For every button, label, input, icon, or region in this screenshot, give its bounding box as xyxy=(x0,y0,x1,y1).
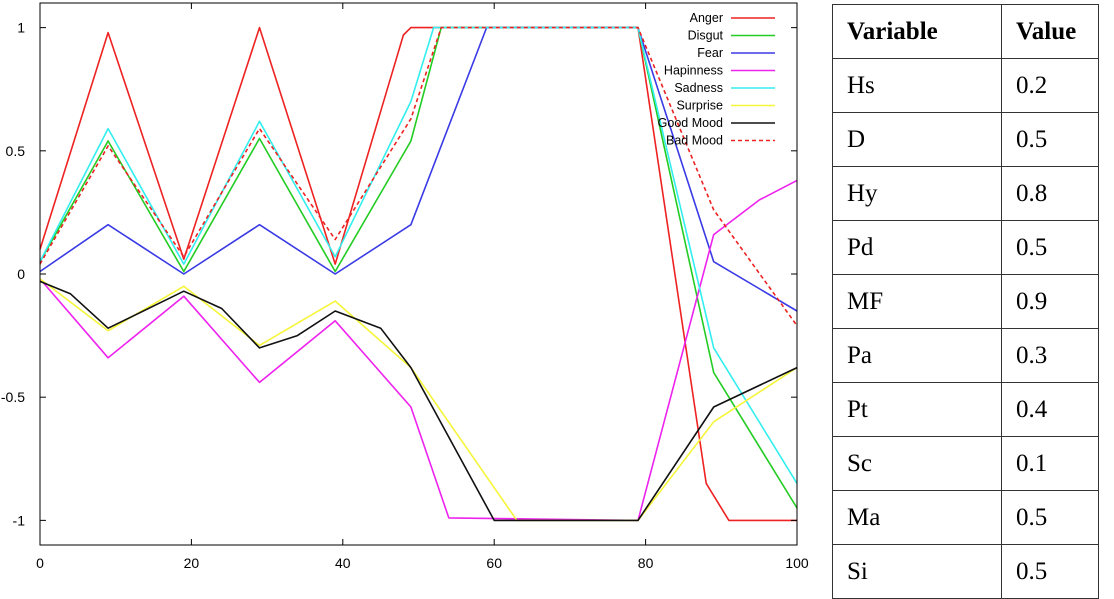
legend-label-sadness: Sadness xyxy=(674,81,723,95)
series-line-disgut xyxy=(39,26,798,509)
table-row: Hs 0.2 xyxy=(832,58,1099,113)
value-cell: 0.8 xyxy=(1001,166,1099,221)
y-tick-label: -0.5 xyxy=(1,389,25,405)
value-cell: 0.9 xyxy=(1001,274,1099,329)
variable-cell: Pt xyxy=(832,382,1002,437)
variable-cell: MF xyxy=(832,274,1002,329)
x-tick-label: 0 xyxy=(36,555,44,571)
table-row: Pt 0.4 xyxy=(832,382,1099,437)
variable-cell: Sc xyxy=(832,436,1002,491)
series-line-hapinness xyxy=(39,179,798,522)
table-header-row: Variable Value xyxy=(832,4,1099,59)
y-tick-label: -1 xyxy=(13,512,26,528)
value-cell: 0.4 xyxy=(1001,382,1099,437)
value-cell: 0.5 xyxy=(1001,112,1099,167)
y-tick-label: 1 xyxy=(17,20,25,36)
table-row: Si 0.5 xyxy=(832,544,1099,599)
series-line-surprise xyxy=(39,278,798,522)
x-tick-label: 60 xyxy=(486,555,502,571)
value-cell: 0.1 xyxy=(1001,436,1099,491)
legend-label-surprise: Surprise xyxy=(676,99,723,113)
legend-label-anger: Anger xyxy=(690,11,723,25)
legend-label-bad-mood: Bad Mood xyxy=(666,134,723,148)
table-row: Hy 0.8 xyxy=(832,166,1099,221)
y-tick-label: 0.5 xyxy=(6,143,26,159)
table-row: MF 0.9 xyxy=(832,274,1099,329)
x-tick-label: 20 xyxy=(184,555,200,571)
variable-cell: Pa xyxy=(832,328,1002,383)
table-row: Ma 0.5 xyxy=(832,490,1099,545)
x-tick-label: 100 xyxy=(785,555,809,571)
legend-label-disgut: Disgut xyxy=(688,29,724,43)
series-line-anger xyxy=(39,26,797,522)
legend-label-hapinness: Hapinness xyxy=(664,64,723,78)
table-row: Sc 0.1 xyxy=(832,436,1099,491)
series-line-bad-mood xyxy=(39,26,798,327)
value-cell: 0.5 xyxy=(1001,490,1099,545)
variable-cell: Ma xyxy=(832,490,1002,545)
legend-label-good-mood: Good Mood xyxy=(658,116,723,130)
x-tick-label: 40 xyxy=(335,555,351,571)
value-cell: 0.5 xyxy=(1001,544,1099,599)
variable-cell: Hy xyxy=(832,166,1002,221)
series-line-fear xyxy=(39,26,798,312)
column-header-value: Value xyxy=(1001,4,1099,59)
series-line-sadness xyxy=(39,26,798,484)
value-cell: 0.3 xyxy=(1001,328,1099,383)
table-row: Pd 0.5 xyxy=(832,220,1099,275)
column-header-variable: Variable xyxy=(832,4,1002,59)
variable-cell: D xyxy=(832,112,1002,167)
variable-cell: Pd xyxy=(832,220,1002,275)
emotion-line-chart: 0 20 40 60 80 100 1 0.5 0 -0.5 -1 Anger Disgut Fear H… xyxy=(1,2,809,571)
table-row: Pa 0.3 xyxy=(832,328,1099,383)
value-cell: 0.2 xyxy=(1001,58,1099,113)
legend-label-fear: Fear xyxy=(697,46,723,60)
variable-cell: Si xyxy=(832,544,1002,599)
y-tick-label: 0 xyxy=(17,266,25,282)
series-line-good-mood xyxy=(39,280,798,522)
x-tick-label: 80 xyxy=(638,555,654,571)
variable-value-table: Variable Value Hs 0.2 D 0.5 Hy 0.8 Pd 0.… xyxy=(832,4,1099,599)
table-row: D 0.5 xyxy=(832,112,1099,167)
value-cell: 0.5 xyxy=(1001,220,1099,275)
variable-cell: Hs xyxy=(832,58,1002,113)
